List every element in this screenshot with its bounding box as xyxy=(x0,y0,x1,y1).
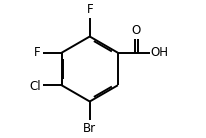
Text: OH: OH xyxy=(150,46,168,59)
Text: Br: Br xyxy=(83,122,96,135)
Text: O: O xyxy=(132,24,141,37)
Text: Cl: Cl xyxy=(29,80,41,93)
Text: F: F xyxy=(87,3,93,16)
Text: F: F xyxy=(34,46,41,59)
